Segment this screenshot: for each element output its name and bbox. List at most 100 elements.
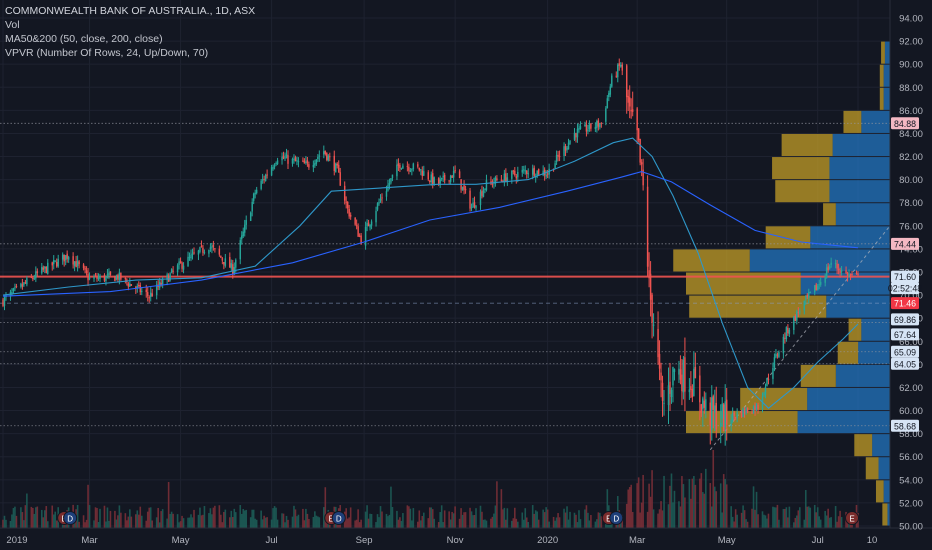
volume-bar xyxy=(354,520,356,528)
volume-bar xyxy=(145,520,148,528)
candle-body xyxy=(36,271,39,273)
candle-body xyxy=(797,312,800,314)
vpvr-down-bar xyxy=(854,434,873,457)
candle-body xyxy=(42,267,45,270)
earnings-icon[interactable] xyxy=(845,511,860,525)
volume-bar xyxy=(96,508,98,528)
candle-body xyxy=(621,64,623,71)
earnings-icon-label: E xyxy=(849,514,854,523)
candle-body xyxy=(275,163,277,165)
dividend-icon[interactable] xyxy=(609,511,624,525)
volume-bar xyxy=(303,520,306,528)
volume-bar xyxy=(542,509,544,528)
candle-body xyxy=(845,270,847,274)
volume-bar xyxy=(452,513,455,528)
candle-body xyxy=(78,261,80,265)
price-label: 84.88 xyxy=(894,119,916,129)
candle-body xyxy=(30,276,33,278)
symbol-title[interactable]: COMMONWEALTH BANK OF AUSTRALIA., 1D, ASX xyxy=(5,5,256,17)
volume-bar xyxy=(439,512,441,528)
candle-body xyxy=(473,202,476,208)
candle-body xyxy=(336,163,338,166)
candle-body xyxy=(637,128,640,140)
candle-body xyxy=(752,406,755,414)
candle-body xyxy=(531,168,534,175)
ma50-line xyxy=(2,137,859,409)
volume-bar xyxy=(597,512,600,528)
volume-bar xyxy=(673,490,676,528)
candle-body xyxy=(611,75,613,87)
volume-bar xyxy=(214,505,216,528)
volume-bar xyxy=(787,517,789,528)
volume-bar xyxy=(349,507,352,528)
dividend-icon[interactable] xyxy=(63,511,78,525)
candle-body xyxy=(678,368,680,375)
volume-bar xyxy=(461,514,464,528)
candle-body xyxy=(360,235,362,245)
ma-indicator-label[interactable]: MA50&200 (50, close, 200, close) xyxy=(5,33,163,45)
candle-body xyxy=(563,146,565,157)
volume-bar xyxy=(428,507,431,528)
candle-body xyxy=(682,359,685,393)
volume-indicator-label[interactable]: Vol xyxy=(5,19,20,31)
volume-bar xyxy=(251,509,253,528)
candle-body xyxy=(514,170,516,176)
volume-bar xyxy=(496,481,498,528)
candle-body xyxy=(369,224,371,228)
volume-bar xyxy=(652,509,655,528)
candle-body xyxy=(639,138,641,163)
candle-body xyxy=(437,178,440,184)
candle-body xyxy=(129,283,131,287)
volume-bar xyxy=(9,520,12,528)
candle-body xyxy=(630,109,632,112)
candle-body xyxy=(742,408,744,418)
candle-body xyxy=(224,258,227,266)
volume-bar xyxy=(804,490,807,528)
volume-bar xyxy=(212,507,215,528)
volume-bar xyxy=(345,508,347,528)
volume-bar xyxy=(51,505,54,528)
candle-body xyxy=(672,367,674,386)
volume-bar xyxy=(296,516,298,528)
candle-body xyxy=(73,261,76,266)
volume-bar xyxy=(745,519,747,528)
candle-body xyxy=(147,292,149,296)
candle-body xyxy=(72,256,74,265)
volume-bar xyxy=(158,522,161,528)
vpvr-up-bar xyxy=(883,480,890,503)
volume-bar xyxy=(82,515,85,528)
price-label-box xyxy=(891,313,919,326)
candle-body xyxy=(776,354,779,356)
candle-body xyxy=(202,247,204,253)
volume-bar xyxy=(724,478,726,528)
candle-body xyxy=(778,352,780,358)
vpvr-down-bar xyxy=(879,64,884,87)
candle-body xyxy=(485,179,488,191)
y-tick-label: 62.00 xyxy=(899,383,923,394)
volume-bar xyxy=(202,514,204,528)
volume-bar xyxy=(525,517,528,528)
volume-bar xyxy=(515,518,518,528)
candle-body xyxy=(793,316,795,331)
vpvr-up-bar xyxy=(872,434,890,457)
y-tick-label: 78.00 xyxy=(899,198,923,209)
volume-bar xyxy=(273,506,276,528)
candle-body xyxy=(542,170,544,176)
candle-body xyxy=(197,250,200,255)
candle-body xyxy=(118,272,121,280)
candle-body xyxy=(472,202,474,208)
vpvr-indicator-label[interactable]: VPVR (Number Of Rows, 24, Up/Down, 70) xyxy=(5,47,209,59)
candle-body xyxy=(679,369,682,380)
candle-body xyxy=(809,291,811,293)
vpvr-up-bar xyxy=(883,87,890,110)
dividend-icon-label: D xyxy=(613,514,619,523)
x-tick-label: May xyxy=(718,535,736,546)
vpvr-down-bar xyxy=(879,87,884,110)
dividend-icon[interactable] xyxy=(331,511,346,525)
candle-body xyxy=(287,155,289,164)
volume-bar xyxy=(408,506,410,528)
volume-bar xyxy=(631,511,634,528)
volume-bar xyxy=(148,507,151,528)
volume-bar xyxy=(291,516,294,528)
